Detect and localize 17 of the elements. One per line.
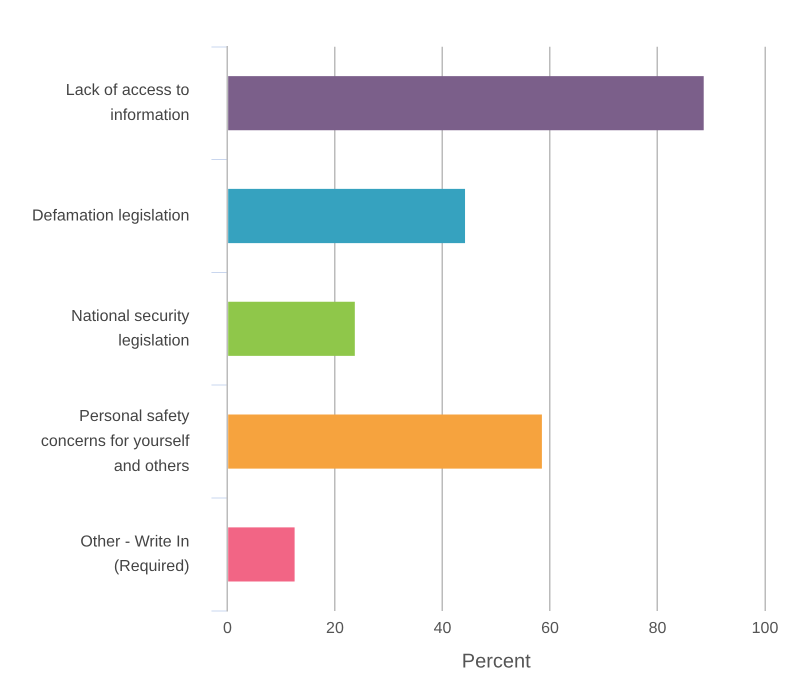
x-tick-label: 0 <box>222 620 232 637</box>
y-tick-label: Personal safety concerns for yourself and others <box>40 408 190 475</box>
bar <box>228 76 704 130</box>
x-tick-label: 80 <box>648 620 666 637</box>
y-tick-label: National security legislation <box>71 308 190 350</box>
y-tick-label: Defamation legislation <box>32 207 190 224</box>
bar <box>228 414 542 469</box>
x-tick-label: 100 <box>752 620 778 637</box>
bar <box>228 188 466 244</box>
y-tick-label: Lack of access to information <box>66 82 190 124</box>
bar <box>228 527 295 582</box>
x-tick-label: 60 <box>541 620 559 637</box>
x-tick-label: 20 <box>326 620 344 637</box>
bar <box>228 302 355 356</box>
x-tick-label: 40 <box>434 620 452 637</box>
y-tick-label: Other - Write In (Required) <box>80 533 190 576</box>
x-axis-title: Percent <box>462 650 532 673</box>
